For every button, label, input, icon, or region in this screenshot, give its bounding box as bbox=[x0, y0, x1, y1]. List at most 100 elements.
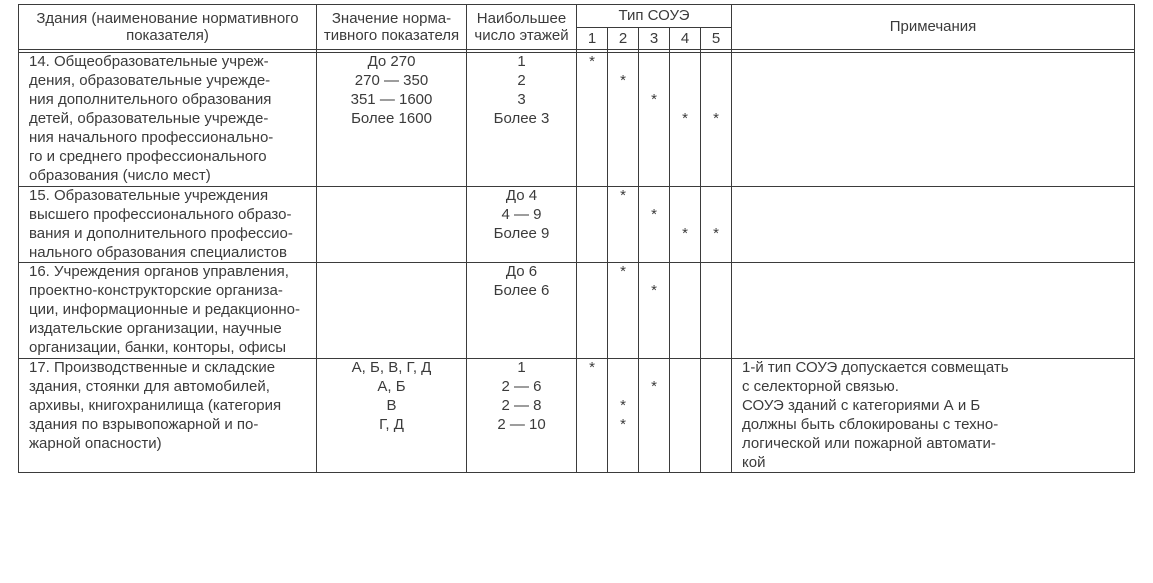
cell-floors bbox=[467, 454, 577, 473]
cell-notes bbox=[732, 339, 1135, 358]
cell-value bbox=[317, 320, 467, 339]
cell-floors: 4 — 9 bbox=[467, 206, 577, 225]
cell-type-5 bbox=[701, 435, 732, 454]
col-header-value: Значение норма- тивного показателя bbox=[317, 5, 467, 50]
cell-type-3 bbox=[639, 320, 670, 339]
cell-building: 15. Образовательные учреждения bbox=[19, 186, 317, 205]
cell-type-5: * bbox=[701, 110, 732, 129]
cell-type-4 bbox=[670, 435, 701, 454]
cell-building: 16. Учреждения органов управления, bbox=[19, 263, 317, 282]
cell-type-1 bbox=[577, 320, 608, 339]
cell-type-3 bbox=[639, 110, 670, 129]
cell-notes: 1-й тип СОУЭ допускается совмещать bbox=[732, 358, 1135, 377]
cell-type-2 bbox=[608, 301, 639, 320]
cell-type-5: * bbox=[701, 225, 732, 244]
table-row: нального образования специалистов bbox=[19, 244, 1135, 263]
cell-type-5 bbox=[701, 339, 732, 358]
cell-floors: 1 bbox=[467, 358, 577, 377]
col-header-notes: Примечания bbox=[732, 5, 1135, 50]
col-header-type-1: 1 bbox=[577, 27, 608, 50]
cell-type-4 bbox=[670, 53, 701, 72]
cell-floors: 2 bbox=[467, 72, 577, 91]
cell-type-3 bbox=[639, 225, 670, 244]
cell-value: Г, Д bbox=[317, 416, 467, 435]
cell-value: До 270 bbox=[317, 53, 467, 72]
cell-type-5 bbox=[701, 206, 732, 225]
cell-type-5 bbox=[701, 320, 732, 339]
cell-floors: До 6 bbox=[467, 263, 577, 282]
cell-floors bbox=[467, 167, 577, 186]
cell-building: ции, информационные и редакционно- bbox=[19, 301, 317, 320]
cell-type-2 bbox=[608, 129, 639, 148]
cell-type-2 bbox=[608, 148, 639, 167]
table-row: образования (число мест) bbox=[19, 167, 1135, 186]
col-header-value-l1: Значение норма- bbox=[332, 10, 451, 27]
cell-floors bbox=[467, 320, 577, 339]
cell-type-4 bbox=[670, 244, 701, 263]
cell-type-2 bbox=[608, 339, 639, 358]
cell-type-5 bbox=[701, 416, 732, 435]
cell-building: проектно-конструкторские организа- bbox=[19, 282, 317, 301]
cell-type-1 bbox=[577, 129, 608, 148]
cell-floors: До 4 bbox=[467, 186, 577, 205]
table-row: го и среднего профессионального bbox=[19, 148, 1135, 167]
col-header-type-group: Тип СОУЭ bbox=[577, 5, 732, 28]
cell-type-4 bbox=[670, 282, 701, 301]
cell-type-3 bbox=[639, 263, 670, 282]
cell-type-1: * bbox=[577, 358, 608, 377]
table-row: ния начального профессионально- bbox=[19, 129, 1135, 148]
cell-value: В bbox=[317, 397, 467, 416]
cell-type-4 bbox=[670, 301, 701, 320]
cell-type-1 bbox=[577, 301, 608, 320]
cell-type-4 bbox=[670, 358, 701, 377]
cell-type-4 bbox=[670, 339, 701, 358]
cell-type-2 bbox=[608, 282, 639, 301]
table-row: здания, стоянки для автомобилей,А, Б2 — … bbox=[19, 378, 1135, 397]
table-row: высшего профессионального образо-4 — 9* bbox=[19, 206, 1135, 225]
cell-type-1 bbox=[577, 378, 608, 397]
col-header-type-4: 4 bbox=[670, 27, 701, 50]
cell-floors bbox=[467, 148, 577, 167]
cell-type-3 bbox=[639, 416, 670, 435]
cell-type-2 bbox=[608, 454, 639, 473]
cell-building: высшего профессионального образо- bbox=[19, 206, 317, 225]
cell-value bbox=[317, 186, 467, 205]
cell-value bbox=[317, 339, 467, 358]
cell-type-1: * bbox=[577, 53, 608, 72]
cell-floors bbox=[467, 435, 577, 454]
table-row: здания по взрывопожарной и по-Г, Д2 — 10… bbox=[19, 416, 1135, 435]
cell-type-5 bbox=[701, 263, 732, 282]
cell-type-3 bbox=[639, 301, 670, 320]
cell-type-4: * bbox=[670, 225, 701, 244]
cell-building: вания и дополнительного профессио- bbox=[19, 225, 317, 244]
cell-floors: 2 — 6 bbox=[467, 378, 577, 397]
cell-type-2: * bbox=[608, 416, 639, 435]
cell-floors: 2 — 10 bbox=[467, 416, 577, 435]
col-header-floors: Наибольшее число этажей bbox=[467, 5, 577, 50]
table-row: жарной опасности)логической или пожарной… bbox=[19, 435, 1135, 454]
cell-type-1 bbox=[577, 167, 608, 186]
cell-type-4 bbox=[670, 320, 701, 339]
cell-notes bbox=[732, 244, 1135, 263]
cell-type-1 bbox=[577, 244, 608, 263]
cell-value bbox=[317, 225, 467, 244]
cell-type-5 bbox=[701, 378, 732, 397]
cell-notes: должны быть сблокированы с техно- bbox=[732, 416, 1135, 435]
cell-type-5 bbox=[701, 129, 732, 148]
cell-notes bbox=[732, 129, 1135, 148]
cell-type-4 bbox=[670, 186, 701, 205]
cell-notes bbox=[732, 53, 1135, 72]
cell-notes: с селекторной связью. bbox=[732, 378, 1135, 397]
table-row: проектно-конструкторские организа-Более … bbox=[19, 282, 1135, 301]
cell-building: детей, образовательные учрежде- bbox=[19, 110, 317, 129]
cell-type-3 bbox=[639, 244, 670, 263]
cell-type-2: * bbox=[608, 72, 639, 91]
cell-floors: Более 3 bbox=[467, 110, 577, 129]
cell-type-3 bbox=[639, 358, 670, 377]
cell-notes bbox=[732, 225, 1135, 244]
cell-type-2 bbox=[608, 91, 639, 110]
table-row: 14. Общеобразовательные учреж-До 2701* bbox=[19, 53, 1135, 72]
cell-type-1 bbox=[577, 91, 608, 110]
cell-type-2 bbox=[608, 225, 639, 244]
cell-value bbox=[317, 148, 467, 167]
